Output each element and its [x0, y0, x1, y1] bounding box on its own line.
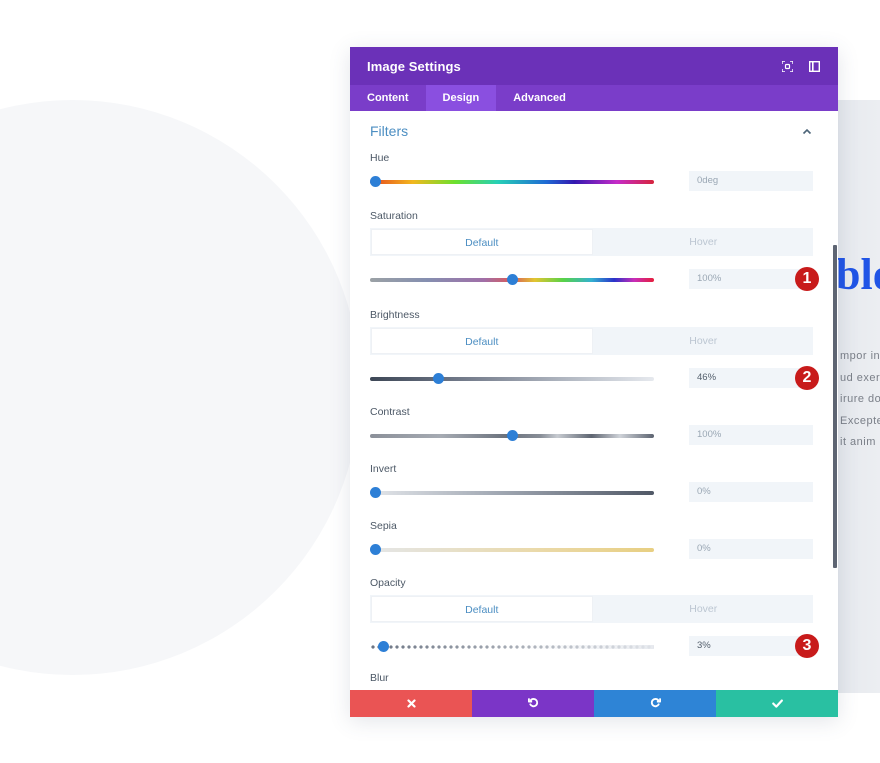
sepia-slider-track[interactable]: [370, 548, 654, 552]
close-icon: [406, 695, 416, 713]
tab-content[interactable]: Content: [367, 92, 409, 104]
modal-header[interactable]: Image Settings: [350, 47, 838, 85]
brightness-default-tab[interactable]: Default: [371, 328, 593, 354]
saturation-field: Saturation Default Hover 100% 1: [370, 209, 819, 296]
sidebar-toggle-icon[interactable]: [807, 59, 821, 73]
contrast-label: Contrast: [370, 406, 410, 418]
background-content-panel: blo mpor incic ud exerci irure do Except…: [836, 100, 880, 693]
brightness-slider-thumb[interactable]: [433, 373, 444, 384]
invert-field: Invert 0%: [370, 462, 813, 509]
contrast-slider-thumb[interactable]: [507, 430, 518, 441]
invert-value-input[interactable]: 0%: [689, 482, 813, 502]
brightness-field: Brightness Default Hover 46% 2: [370, 308, 819, 395]
settings-body: Filters Hue 0deg Saturation Default Hove…: [350, 111, 838, 691]
invert-slider-track[interactable]: [370, 491, 654, 495]
image-settings-modal: Image Settings Content Design Advanced F…: [350, 47, 838, 717]
sepia-value-input[interactable]: 0%: [689, 539, 813, 559]
brightness-state-toggle: Default Hover: [370, 327, 813, 355]
opacity-value-input[interactable]: 3%: [689, 636, 813, 656]
tab-design[interactable]: Design: [425, 85, 497, 111]
opacity-slider-thumb[interactable]: [378, 641, 389, 652]
brightness-value-input[interactable]: 46%: [689, 368, 813, 388]
brightness-slider-track[interactable]: [370, 377, 654, 381]
background-heading: blo: [836, 250, 880, 299]
save-button[interactable]: [716, 690, 838, 717]
section-title: Filters: [370, 123, 409, 139]
saturation-hover-tab[interactable]: Hover: [689, 236, 718, 248]
saturation-slider-thumb[interactable]: [507, 274, 518, 285]
sepia-slider-thumb[interactable]: [370, 544, 381, 555]
saturation-state-toggle: Default Hover: [370, 228, 813, 256]
page-scrollbar[interactable]: [833, 245, 837, 568]
cancel-button[interactable]: [350, 690, 472, 717]
fullscreen-icon[interactable]: [780, 59, 794, 73]
opacity-default-tab[interactable]: Default: [371, 596, 593, 622]
brightness-hover-tab[interactable]: Hover: [689, 335, 718, 347]
blur-label: Blur: [370, 672, 389, 684]
saturation-default-tab[interactable]: Default: [371, 229, 593, 255]
tab-bar: Content Design Advanced: [350, 85, 838, 111]
saturation-label: Saturation: [370, 210, 418, 222]
sepia-field: Sepia 0%: [370, 519, 813, 566]
invert-slider-thumb[interactable]: [370, 487, 381, 498]
callout-badge-1: 1: [795, 267, 819, 291]
opacity-label: Opacity: [370, 577, 406, 589]
redo-button[interactable]: [594, 690, 716, 717]
background-paragraph: mpor incic ud exerci irure do Excepteu i…: [840, 350, 880, 448]
hue-slider-track[interactable]: [370, 180, 654, 184]
opacity-track-fade: [370, 645, 654, 649]
redo-icon: [650, 695, 661, 713]
hue-value-input[interactable]: 0deg: [689, 171, 813, 191]
blur-field: Blur 0px: [370, 671, 813, 691]
filters-section-header[interactable]: Filters: [370, 111, 813, 151]
undo-icon: [527, 695, 539, 713]
modal-footer: [350, 690, 838, 717]
opacity-field: Opacity Default Hover 3% 3: [370, 576, 819, 663]
check-icon: [771, 695, 783, 713]
callout-badge-3: 3: [795, 634, 819, 658]
hue-field: Hue 0deg: [370, 151, 813, 198]
hue-slider-thumb[interactable]: [370, 176, 381, 187]
contrast-field: Contrast 100%: [370, 405, 813, 452]
tab-advanced[interactable]: Advanced: [513, 92, 566, 104]
sepia-label: Sepia: [370, 520, 397, 532]
opacity-state-toggle: Default Hover: [370, 595, 813, 623]
contrast-value-input[interactable]: 100%: [689, 425, 813, 445]
background-circle: [0, 100, 360, 675]
callout-badge-2: 2: [795, 366, 819, 390]
invert-label: Invert: [370, 463, 397, 475]
hue-label: Hue: [370, 152, 390, 164]
modal-title: Image Settings: [367, 58, 461, 74]
undo-button[interactable]: [472, 690, 594, 717]
opacity-hover-tab[interactable]: Hover: [689, 603, 718, 615]
saturation-value-input[interactable]: 100%: [689, 269, 813, 289]
brightness-label: Brightness: [370, 309, 420, 321]
chevron-up-icon[interactable]: [801, 125, 813, 137]
